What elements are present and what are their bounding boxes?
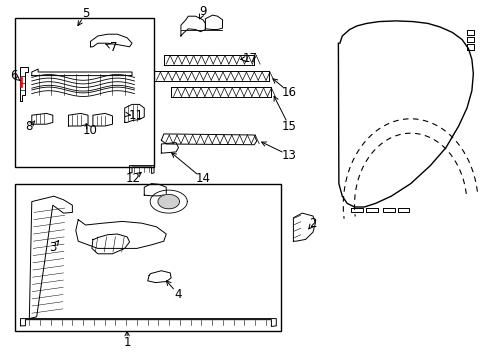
Polygon shape	[293, 213, 315, 241]
Polygon shape	[163, 55, 254, 65]
Polygon shape	[161, 143, 178, 153]
Polygon shape	[32, 113, 53, 124]
Bar	[15, 18, 154, 167]
Text: 4: 4	[174, 288, 182, 301]
Polygon shape	[92, 234, 129, 254]
Polygon shape	[466, 30, 473, 35]
Text: 13: 13	[282, 149, 296, 162]
Polygon shape	[350, 208, 362, 212]
Polygon shape	[466, 37, 473, 42]
Text: 15: 15	[282, 120, 296, 133]
Polygon shape	[161, 134, 256, 145]
Text: 9: 9	[199, 5, 206, 18]
Text: 12: 12	[125, 172, 140, 185]
Polygon shape	[29, 196, 72, 319]
Polygon shape	[93, 113, 112, 126]
Polygon shape	[466, 44, 473, 50]
Polygon shape	[181, 16, 205, 36]
Polygon shape	[382, 208, 394, 212]
Polygon shape	[124, 104, 144, 122]
Text: 1: 1	[123, 336, 131, 349]
Polygon shape	[144, 184, 166, 196]
Text: 7: 7	[110, 41, 118, 54]
Text: 16: 16	[282, 86, 296, 99]
Text: 6: 6	[10, 69, 18, 82]
Text: 11: 11	[128, 109, 143, 122]
Polygon shape	[397, 208, 408, 212]
Text: 3: 3	[49, 241, 57, 254]
Polygon shape	[76, 220, 166, 248]
Polygon shape	[171, 87, 271, 97]
Polygon shape	[68, 113, 88, 126]
Text: 10: 10	[83, 124, 98, 137]
Polygon shape	[90, 34, 132, 47]
Polygon shape	[365, 208, 377, 212]
Text: 8: 8	[25, 120, 33, 133]
Text: 5: 5	[81, 7, 89, 20]
Polygon shape	[147, 271, 171, 283]
Polygon shape	[205, 15, 222, 30]
Polygon shape	[20, 319, 276, 327]
Polygon shape	[129, 166, 154, 174]
Polygon shape	[158, 194, 179, 209]
Polygon shape	[154, 71, 268, 81]
Polygon shape	[20, 67, 28, 101]
Text: 14: 14	[195, 172, 210, 185]
Polygon shape	[150, 190, 187, 213]
Text: 17: 17	[243, 52, 257, 65]
Bar	[15, 184, 281, 331]
Text: 2: 2	[308, 217, 316, 230]
Polygon shape	[32, 69, 132, 76]
